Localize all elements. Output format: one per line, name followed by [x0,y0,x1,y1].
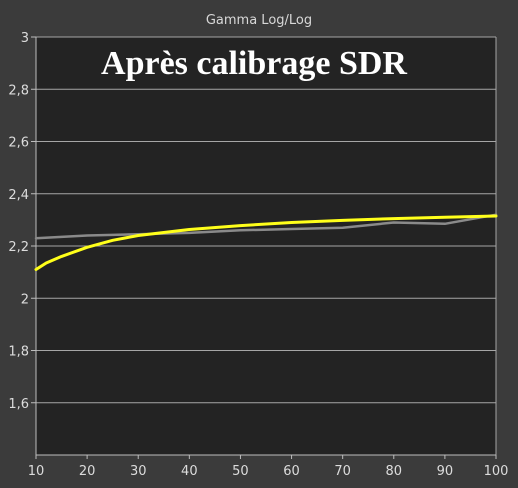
axes [31,36,497,459]
x-tick-label-7: 80 [386,464,403,479]
x-tick-label-4: 50 [232,464,249,479]
tick-labels: 1,6 1,8 2 2,2 2,4 2,6 2,8 3 10 20 30 40 50 60 70 80 90 10… [8,31,508,479]
overlay-title: Après calibrage SDR [101,45,407,82]
x-tick-label-3: 40 [181,464,198,479]
series-layer [34,213,498,271]
x-tick-label-1: 20 [79,464,96,479]
series-line-0 [34,213,498,240]
y-tick-label-2: 2 [21,292,29,307]
y-tick-label-4: 2,4 [8,188,29,203]
chart-title: Gamma Log/Log [206,13,312,28]
y-tick-label-7: 3 [21,31,29,46]
x-tick-label-9: 100 [484,464,509,479]
y-tick-label-5: 2,6 [8,136,29,151]
y-tick-label-1: 1,8 [8,345,29,360]
y-tick-label-3: 2,2 [8,240,29,255]
x-tick-label-8: 90 [437,464,454,479]
x-tick-label-5: 60 [283,464,300,479]
y-tick-label-6: 2,8 [8,83,29,98]
x-tick-label-6: 70 [334,464,351,479]
grid-lines [36,36,497,455]
x-tick-label-2: 30 [130,464,147,479]
x-tick-label-0: 10 [28,464,45,479]
y-tick-label-0: 1,6 [8,397,29,412]
